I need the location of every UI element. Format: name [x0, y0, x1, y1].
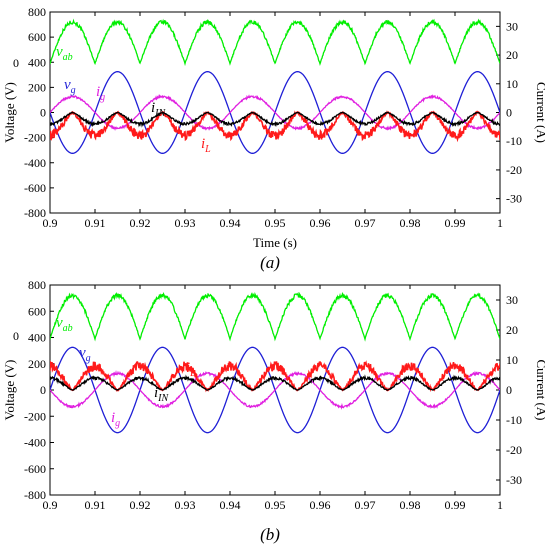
- y-axis-label: Voltage (V): [2, 360, 17, 421]
- y-tick-label: -200: [24, 409, 46, 423]
- y2-tick-label: 30: [506, 293, 518, 307]
- series-label-i_IN: iIN: [151, 100, 167, 119]
- x-tick-label: 0.96: [310, 498, 331, 512]
- series-label-v_g: vg: [79, 345, 91, 364]
- x-tick-label: 0.96: [310, 216, 331, 230]
- y-tick-label: 200: [28, 80, 46, 94]
- series-label-i_L: iL: [201, 136, 211, 155]
- x-tick-label: 0.97: [355, 498, 376, 512]
- x-tick-label: 0.98: [400, 498, 421, 512]
- series-line-i_IN: [50, 111, 500, 128]
- y-tick-label: 600: [28, 304, 46, 318]
- x-tick-label: 0.9: [43, 498, 58, 512]
- series-line-i_g: [50, 93, 500, 131]
- y-tick-label: 0: [40, 383, 46, 397]
- x-tick-label: 0.94: [220, 498, 241, 512]
- y2-tick-label: -10: [506, 134, 522, 148]
- y2-tick-label: 30: [506, 19, 518, 33]
- x-tick-label: 0.92: [130, 498, 151, 512]
- y-tick-label: 400: [28, 55, 46, 69]
- y2-tick-label: -10: [506, 413, 522, 427]
- y-tick-label: -800: [24, 488, 46, 502]
- x-tick-label: 0.99: [445, 216, 466, 230]
- series-line-i_IN: [50, 374, 500, 392]
- y-tick-label: -600: [24, 181, 46, 195]
- x-tick-label: 1: [497, 216, 503, 230]
- y2-tick-label: -30: [506, 192, 522, 206]
- v-ab-zero-label: 0: [13, 56, 19, 70]
- series-label-v_ab: vab: [56, 315, 73, 334]
- y-tick-label: 800: [28, 278, 46, 292]
- y-tick-label: 600: [28, 30, 46, 44]
- y-tick-label: -600: [24, 462, 46, 476]
- x-tick-label: 1: [497, 498, 503, 512]
- y-tick-label: -800: [24, 206, 46, 220]
- series-line-i_L: [50, 360, 500, 393]
- figure-caption: (b): [260, 525, 280, 544]
- series-label-v_g: vg: [64, 77, 76, 96]
- y2-tick-label: -20: [506, 443, 522, 457]
- x-tick-label: 0.98: [400, 216, 421, 230]
- series-label-i_L: iL: [186, 360, 196, 379]
- y2-tick-label: 20: [506, 48, 518, 62]
- x-tick-label: 0.91: [85, 498, 106, 512]
- y2-axis-label: Current (A): [534, 82, 545, 143]
- y2-tick-label: 10: [506, 353, 518, 367]
- x-tick-label: 0.9: [43, 216, 58, 230]
- y2-axis-label: Current (A): [534, 359, 545, 420]
- x-tick-label: 0.93: [175, 216, 196, 230]
- chart-panel-a: 0.9 0.91 0.92 0.93 0.94 0.95 0.96 0.97 0.98 0.99 1…: [2, 5, 545, 272]
- x-tick-label: 0.97: [355, 216, 376, 230]
- x-tick-label: 0.95: [265, 216, 286, 230]
- v-ab-zero-label: 0: [13, 329, 19, 343]
- series-line-i_g: [50, 369, 500, 410]
- figure-caption: (a): [260, 253, 280, 272]
- y2-tick-label: 20: [506, 323, 518, 337]
- y-tick-label: 800: [28, 5, 46, 19]
- y-tick-label: 200: [28, 357, 46, 371]
- y-tick-label: -200: [24, 131, 46, 145]
- series-line-v_ab: [50, 291, 500, 342]
- series-group: [50, 291, 500, 434]
- x-tick-label: 0.93: [175, 498, 196, 512]
- y2-tick-label: 0: [506, 106, 512, 120]
- y-tick-label: 0: [40, 106, 46, 120]
- x-axis-label: Time (s): [253, 235, 297, 250]
- y2-tick-label: -30: [506, 473, 522, 487]
- y2-tick-label: -20: [506, 163, 522, 177]
- series-label-i_g: ig: [96, 84, 105, 103]
- y-tick-label: -400: [24, 156, 46, 170]
- x-tick-label: 0.95: [265, 498, 286, 512]
- chart-panel-b: 0.9 0.91 0.92 0.93 0.94 0.95 0.96 0.97 0.98 0.99 1…: [2, 278, 545, 544]
- series-label-i_IN: iIN: [154, 385, 170, 404]
- series-label-v_ab: vab: [56, 44, 73, 63]
- series-line-v_ab: [50, 18, 500, 67]
- series-label-i_g: ig: [111, 410, 120, 429]
- y2-tick-label: 10: [506, 77, 518, 91]
- x-tick-label: 0.92: [130, 216, 151, 230]
- x-tick-label: 0.99: [445, 498, 466, 512]
- y-tick-label: 400: [28, 331, 46, 345]
- y2-tick-label: 0: [506, 383, 512, 397]
- x-tick-label: 0.94: [220, 216, 241, 230]
- y-tick-label: -400: [24, 436, 46, 450]
- x-tick-label: 0.91: [85, 216, 106, 230]
- series-group: [50, 18, 500, 154]
- y-axis-label: Voltage (V): [2, 82, 17, 143]
